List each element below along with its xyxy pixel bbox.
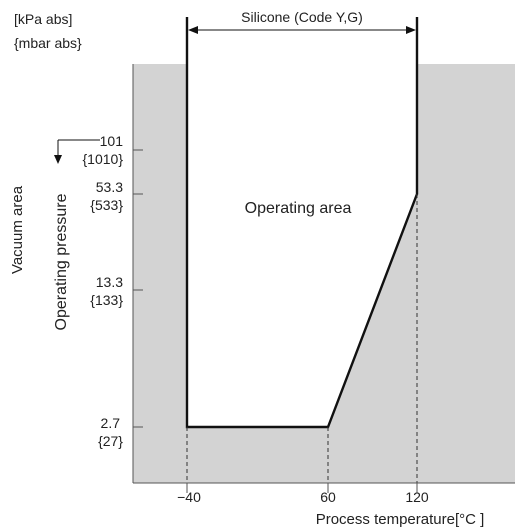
y-tick-label-mbar-133: {133} — [90, 292, 123, 308]
y-tick-label-mbar-533: {533} — [90, 197, 123, 213]
vacuum-area-label: Vacuum area — [9, 185, 26, 274]
arrowhead-right-icon — [406, 26, 416, 34]
y-tick-label-kpa-13: 13.3 — [96, 274, 123, 290]
y-axis-title: Operating pressure — [53, 193, 70, 330]
y-tick-label-mbar-27: {27} — [98, 433, 123, 449]
material-label: Silicone (Code Y,G) — [241, 9, 363, 25]
operating-area-region — [187, 64, 417, 427]
y-tick-label-kpa-2: 2.7 — [101, 415, 121, 431]
y-tick-label-kpa-101: 101 — [100, 133, 124, 149]
x-tick-label-60: 60 — [320, 489, 336, 505]
unit-mbar-label: {mbar abs} — [14, 35, 82, 51]
arrowhead-left-icon — [188, 26, 198, 34]
x-tick-label-neg40: −40 — [177, 489, 201, 505]
x-tick-label-120: 120 — [405, 489, 429, 505]
unit-kpa-label: [kPa abs] — [14, 11, 72, 27]
arrow-down-icon — [54, 155, 62, 164]
operating-area-label: Operating area — [245, 200, 352, 217]
y-tick-label-kpa-53: 53.3 — [96, 179, 123, 195]
x-axis-title: Process temperature[°C ] — [316, 511, 485, 528]
y-tick-label-mbar-1010: {1010} — [83, 151, 124, 167]
